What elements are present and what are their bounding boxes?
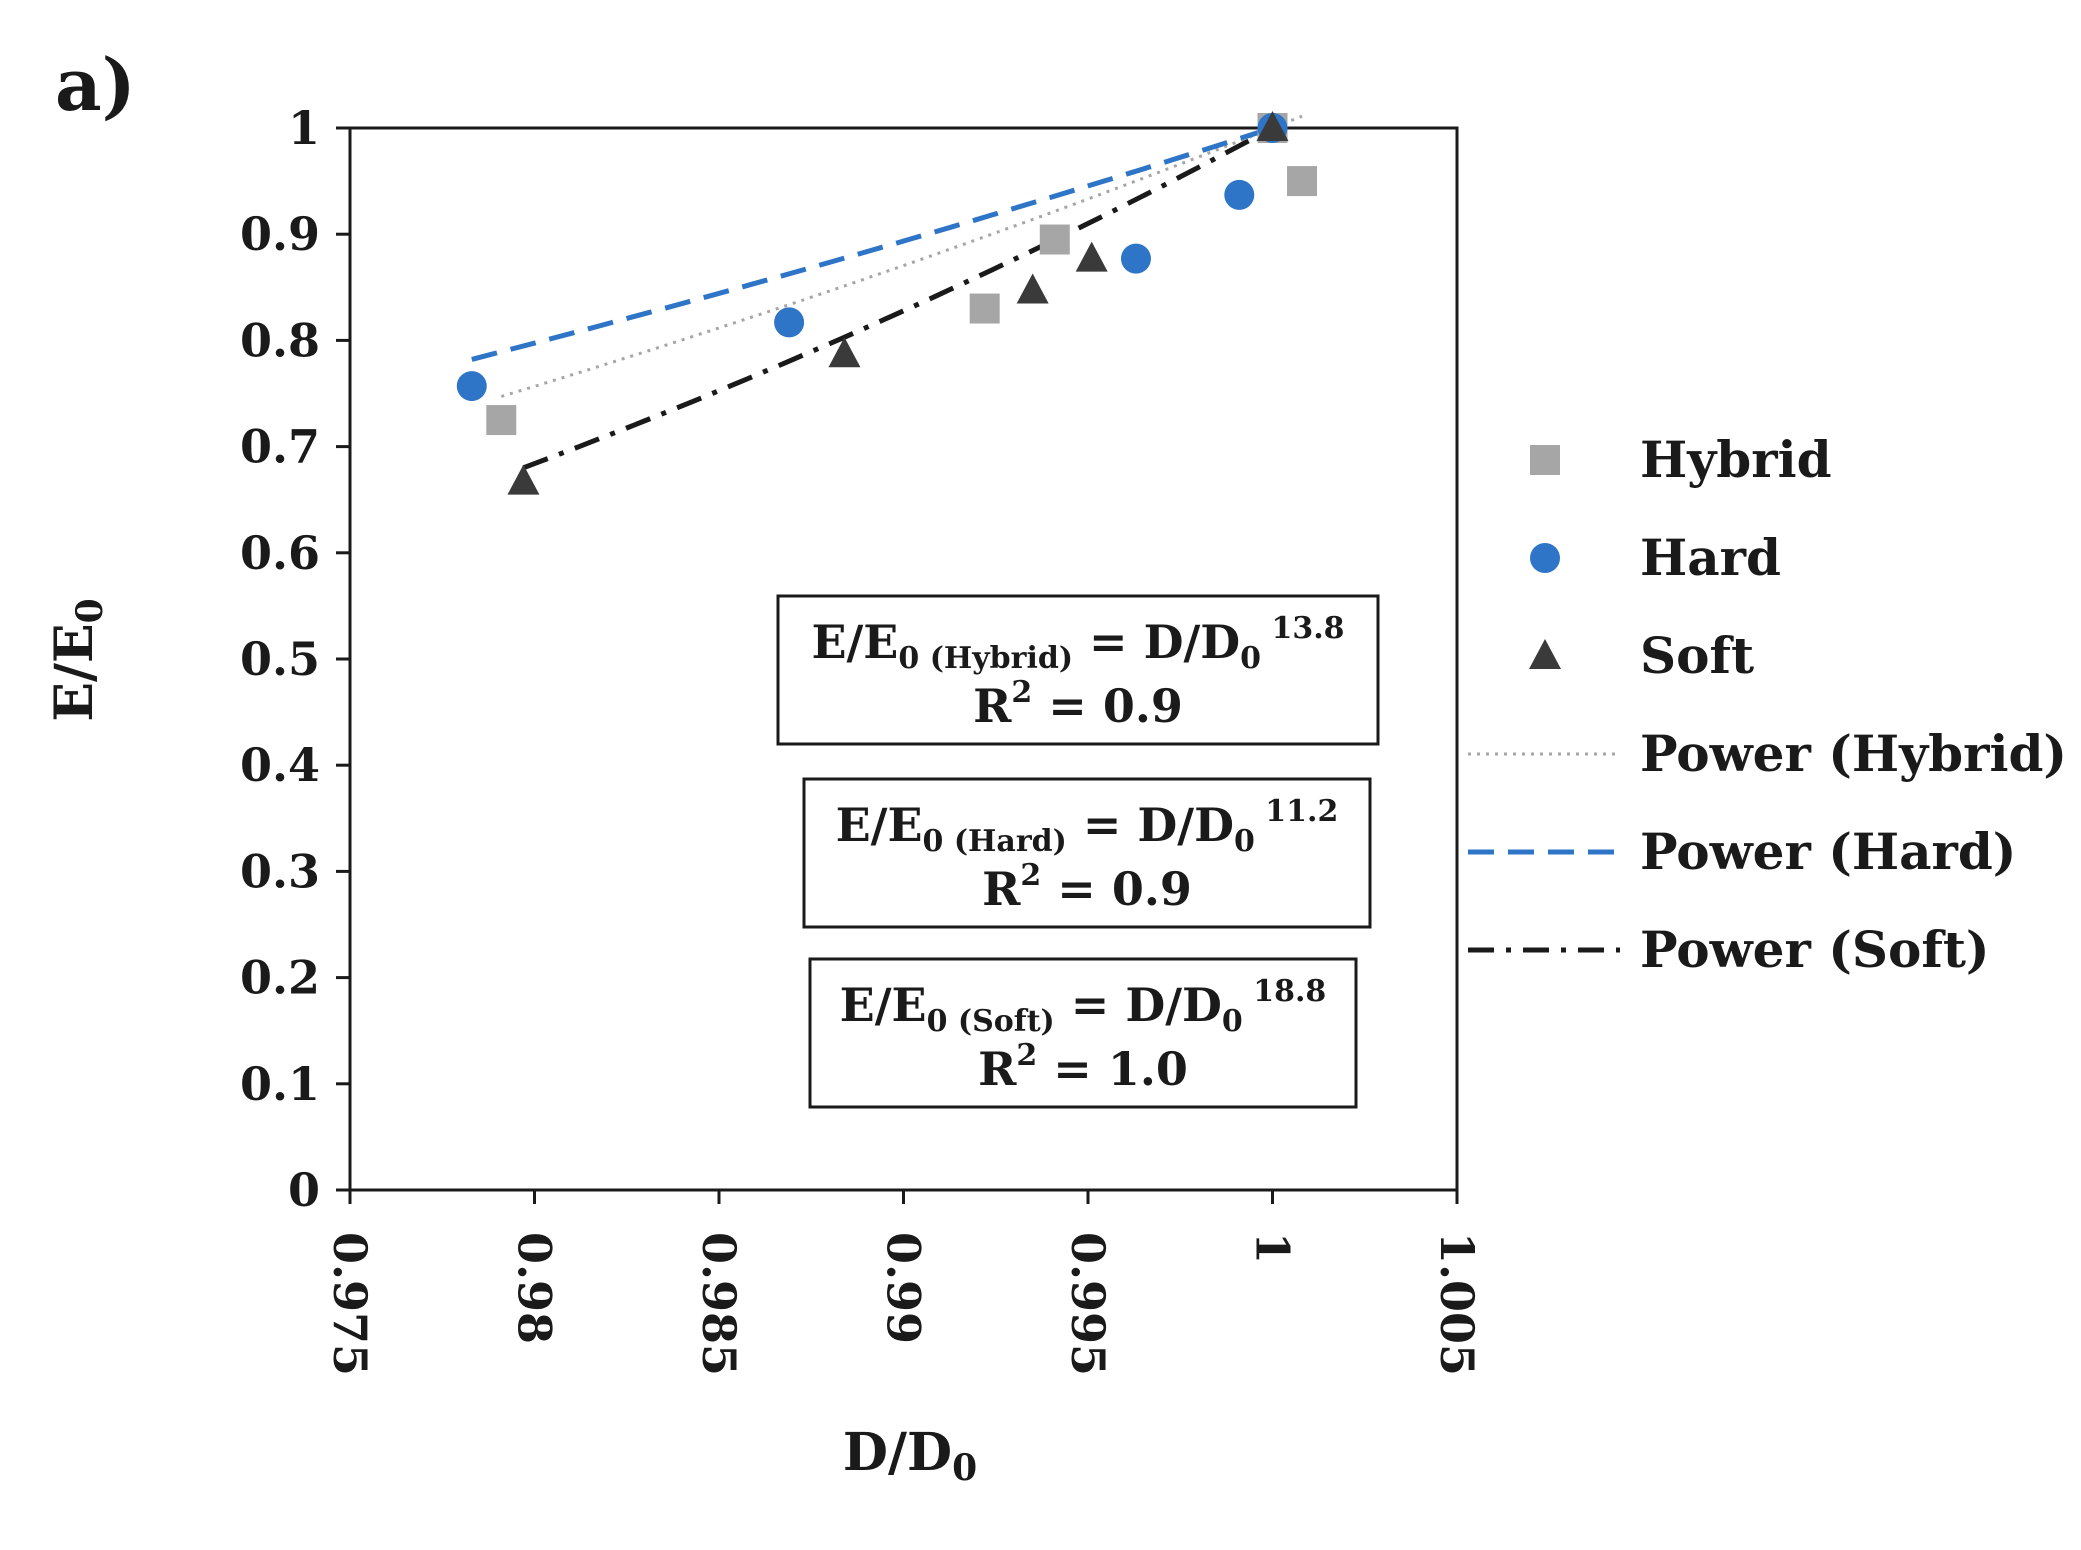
equation-frame xyxy=(802,777,1372,929)
legend-item: Power (Soft) xyxy=(1468,920,1990,979)
equation-boxes: E/E0 (Hybrid) = D/D0 13.8R2 = 0.9E/E0 (H… xyxy=(776,594,1380,1109)
data-point-soft xyxy=(1016,273,1049,304)
x-axis: 0.975 0.98 0.985 0.99 0.995 1 1.005 xyxy=(323,1190,1484,1376)
legend-label: Power (Hybrid) xyxy=(1640,724,2067,783)
legend-symbol-soft xyxy=(1529,639,1561,669)
y-tick-label: 1 xyxy=(288,101,320,155)
equation-frame xyxy=(808,957,1358,1109)
equation-text: E/E0 (Soft) = D/D0 18.8 xyxy=(840,974,1327,1039)
equation-text: E/E0 (Hybrid) = D/D0 13.8 xyxy=(811,611,1344,676)
data-markers xyxy=(456,111,1318,495)
y-axis-title: E/E0 xyxy=(44,598,111,721)
r-squared-text: R2 = 1.0 xyxy=(978,1038,1188,1096)
trendline-hard xyxy=(471,125,1274,362)
r-squared-text: R2 = 0.9 xyxy=(982,858,1192,916)
y-tick-label: 0.2 xyxy=(240,951,320,1005)
legend-item: Power (Hard) xyxy=(1468,822,2016,881)
equation-text: E/E0 (Hard) = D/D0 11.2 xyxy=(836,794,1339,859)
trendline-soft xyxy=(522,125,1274,471)
legend-symbol-hybrid xyxy=(1530,445,1560,475)
equation-box: E/E0 (Hard) = D/D0 11.2R2 = 0.9 xyxy=(802,777,1372,929)
data-point-soft xyxy=(828,337,861,368)
y-axis: 0 0.1 0.2 0.3 0.4 0.5 0.6 0.7 0.8 0.9 1 xyxy=(240,101,350,1217)
legend-label: Power (Soft) xyxy=(1640,920,1990,979)
legend-symbol-hard xyxy=(1530,543,1560,573)
x-tick-label: 0.99 xyxy=(877,1232,931,1344)
legend-item: Hybrid xyxy=(1530,430,1832,489)
legend-label: Soft xyxy=(1640,626,1754,685)
data-point-hard xyxy=(456,371,487,402)
data-point-hard xyxy=(774,307,805,338)
data-point-soft xyxy=(1075,241,1108,272)
data-point-hybrid xyxy=(486,405,517,436)
legend-label: Power (Hard) xyxy=(1640,822,2016,881)
data-point-soft xyxy=(1256,111,1289,141)
x-tick-label: 0.98 xyxy=(508,1232,562,1344)
data-point-hybrid xyxy=(1039,224,1070,255)
legend-item: Soft xyxy=(1529,626,1754,685)
legend-label: Hard xyxy=(1640,528,1781,587)
y-tick-label: 0.4 xyxy=(240,738,320,792)
x-tick-label: 0.975 xyxy=(323,1232,377,1376)
x-axis-title: D/D0 xyxy=(843,1422,977,1489)
y-tick-label: 0.6 xyxy=(240,526,320,580)
equation-box: E/E0 (Soft) = D/D0 18.8R2 = 1.0 xyxy=(808,957,1358,1109)
data-point-hybrid xyxy=(969,293,1000,324)
data-point-soft xyxy=(507,464,540,495)
x-tick-label: 1.005 xyxy=(1430,1232,1484,1376)
data-point-hard xyxy=(1120,243,1151,274)
y-tick-label: 0.8 xyxy=(240,313,320,367)
legend-label: Hybrid xyxy=(1640,430,1832,489)
y-tick-label: 0.5 xyxy=(240,632,320,686)
y-tick-label: 0.1 xyxy=(240,1057,320,1111)
x-tick-label: 0.995 xyxy=(1061,1232,1115,1376)
legend: Hybrid Hard Soft Power (Hybrid) Power (Hard)… xyxy=(1468,430,2067,979)
equation-frame xyxy=(776,594,1380,746)
y-tick-label: 0.9 xyxy=(240,207,320,261)
y-tick-label: 0.3 xyxy=(240,844,320,898)
legend-item: Hard xyxy=(1530,528,1781,587)
trendlines xyxy=(471,114,1303,471)
data-point-hybrid xyxy=(1287,166,1318,197)
x-tick-label: 0.985 xyxy=(692,1232,746,1376)
equation-box: E/E0 (Hybrid) = D/D0 13.8R2 = 0.9 xyxy=(776,594,1380,746)
y-tick-label: 0.7 xyxy=(240,420,320,474)
legend-item: Power (Hybrid) xyxy=(1468,724,2067,783)
x-tick-label: 1 xyxy=(1246,1232,1300,1264)
panel-label: a) xyxy=(55,42,136,127)
data-point-hard xyxy=(1224,179,1255,210)
r-squared-text: R2 = 0.9 xyxy=(973,675,1183,733)
y-tick-label: 0 xyxy=(288,1163,320,1217)
